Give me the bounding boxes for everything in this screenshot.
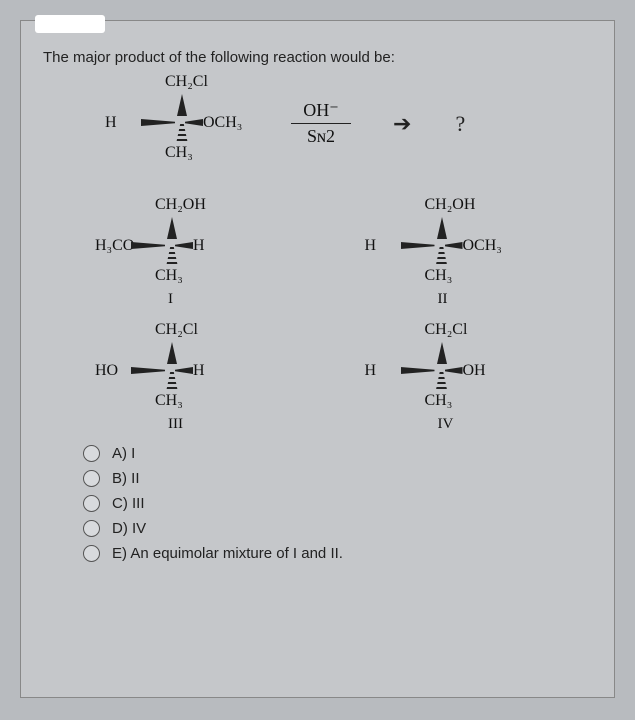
reaction-arrow: ➔ [389,111,415,137]
s3-label: III [168,416,183,433]
s3-top: CH₂Cl [155,321,198,339]
wedge-bond [437,217,447,239]
s2-top: CH₂OH [425,196,476,214]
s3-bottom: CH₃ [155,392,183,410]
hash-bond [166,247,178,267]
s2-right: OCH₃ [463,237,502,255]
option-b[interactable]: B) II [83,470,592,487]
structure-iii: CH₂Cl HO H CH₃ III [93,324,243,419]
structure-iv: CH₂Cl H OH CH₃ IV [363,324,513,419]
bond-right [445,242,463,249]
radio-icon[interactable] [83,470,100,487]
radio-icon[interactable] [83,545,100,562]
s1-label: I [168,291,173,308]
hash-bond [436,372,448,392]
question-text: The major product of the following react… [43,49,592,66]
bond-left [401,242,435,249]
s4-label: IV [438,416,454,433]
reagent-block: OH⁻ Sɴ2 [283,99,359,149]
s2-label: II [438,291,448,308]
option-e[interactable]: E) An equimolar mixture of I and II. [83,545,592,562]
wedge-bond [437,342,447,364]
question-card: The major product of the following react… [20,20,615,698]
s1-right: H [193,237,205,255]
option-c-label: C) III [112,495,145,512]
s4-top: CH₂Cl [425,321,468,339]
reactant-structure: CH₂Cl H OCH₃ CH₃ [103,76,253,171]
reactant-left: H [105,114,117,132]
bond-left [131,367,165,374]
s4-bottom: CH₃ [425,392,453,410]
radio-icon[interactable] [83,445,100,462]
s3-right: H [193,362,205,380]
bond-left [131,242,165,249]
wedge-bond [167,342,177,364]
reactant-top: CH₂Cl [165,73,208,91]
structure-ii: CH₂OH H OCH₃ CH₃ II [363,199,513,294]
option-e-label: E) An equimolar mixture of I and II. [112,545,343,562]
option-a[interactable]: A) I [83,445,592,462]
option-a-label: A) I [112,445,135,462]
reactant-right: OCH₃ [203,114,242,132]
radio-icon[interactable] [83,520,100,537]
option-b-label: B) II [112,470,140,487]
s1-top: CH₂OH [155,196,206,214]
bond-left [401,367,435,374]
s4-left: H [365,362,377,380]
reagent-divider [291,123,351,124]
option-d-label: D) IV [112,520,146,537]
structure-i: CH₂OH H₃CO H CH₃ I [93,199,243,294]
s3-left: HO [95,362,118,380]
bond-left [141,119,175,126]
option-d[interactable]: D) IV [83,520,592,537]
s2-left: H [365,237,377,255]
s1-left: H₃CO [95,237,134,255]
bond-right [185,119,203,126]
bond-right [175,367,193,374]
s1-bottom: CH₃ [155,267,183,285]
reagent-top: OH⁻ [291,99,351,122]
product-placeholder: ? [445,111,465,137]
structures-grid: CH₂OH H₃CO H CH₃ I CH₂OH H OCH₃ CH₃ II C… [93,199,552,419]
reactant-bottom: CH₃ [165,144,193,162]
hash-bond [176,124,188,144]
reaction-scheme: CH₂Cl H OCH₃ CH₃ OH⁻ Sɴ2 ➔ ? [103,76,592,171]
bond-right [445,367,463,374]
reagent-bottom: Sɴ2 [291,125,351,148]
hash-bond [436,247,448,267]
options-list: A) I B) II C) III D) IV E) An equimolar … [83,445,592,562]
s2-bottom: CH₃ [425,267,453,285]
s4-right: OH [463,362,486,380]
redaction-box [35,15,105,33]
radio-icon[interactable] [83,495,100,512]
hash-bond [166,372,178,392]
wedge-bond [177,94,187,116]
bond-right [175,242,193,249]
wedge-bond [167,217,177,239]
option-c[interactable]: C) III [83,495,592,512]
